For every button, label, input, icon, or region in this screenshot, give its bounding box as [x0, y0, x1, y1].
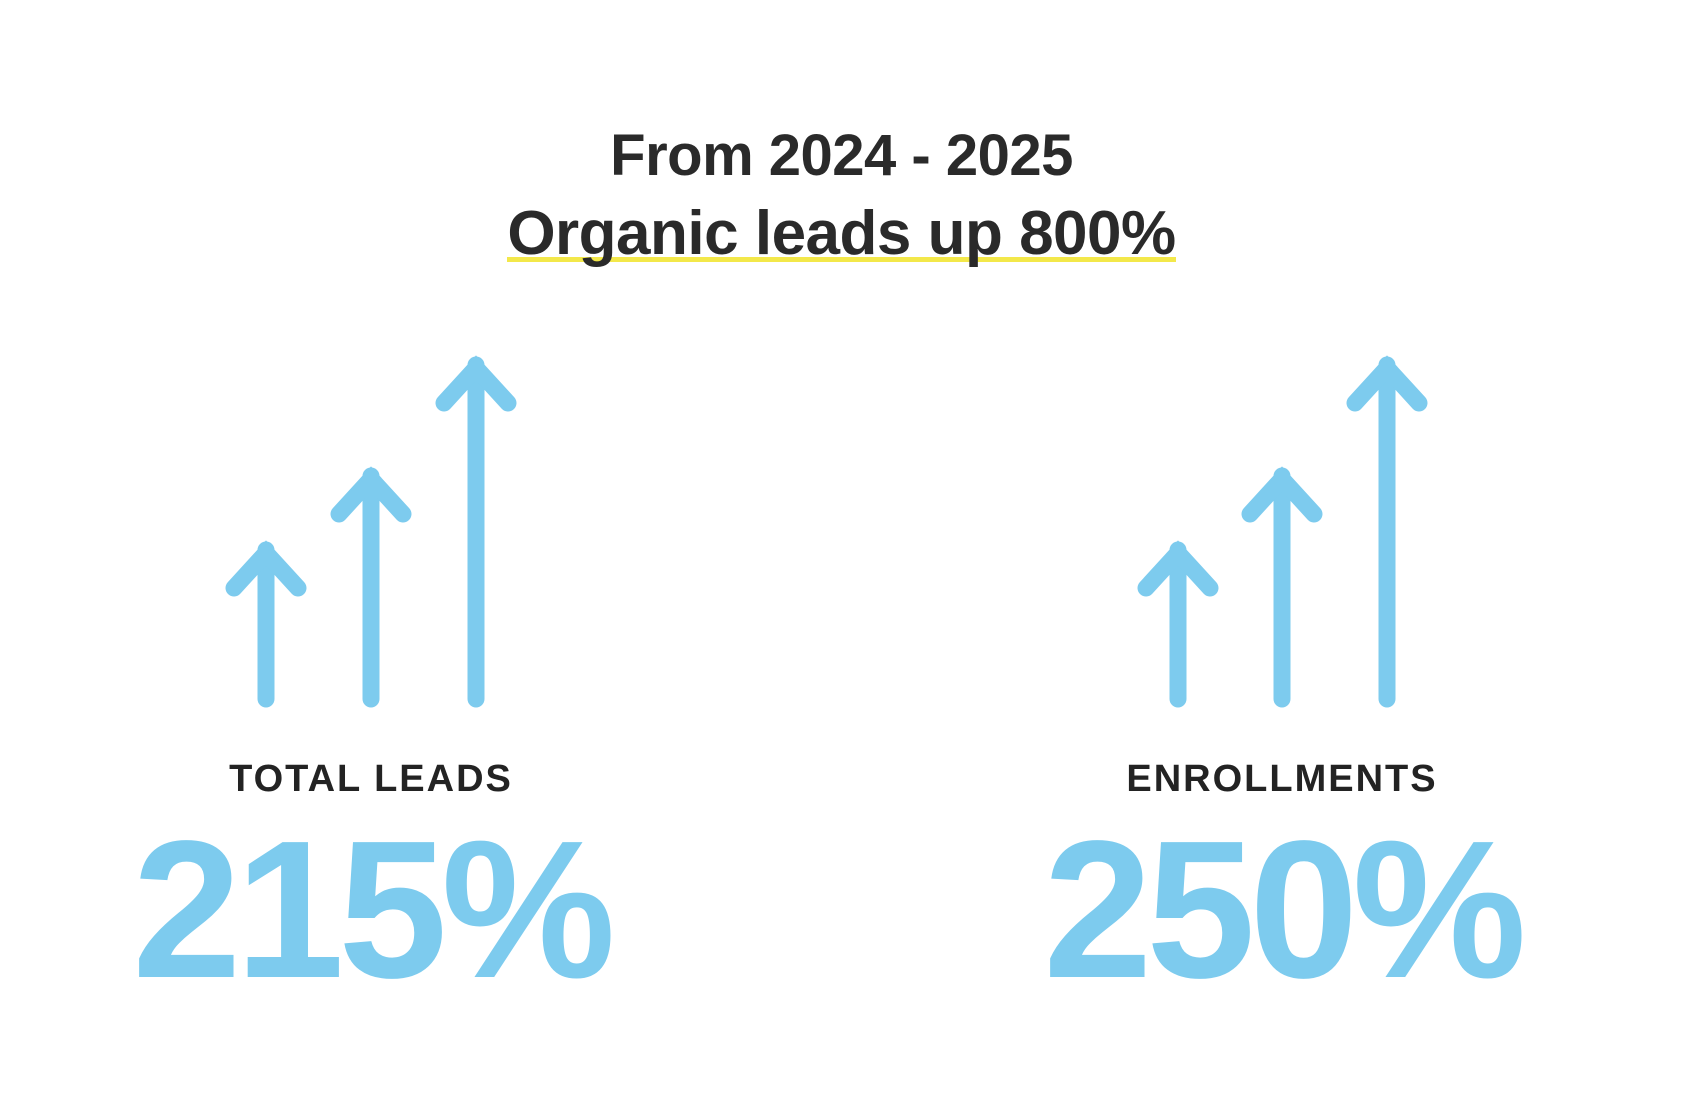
arrow-up-icon [225, 540, 307, 708]
stat-label-enrollments: ENROLLMENTS [1126, 758, 1438, 800]
stat-value-enrollments: 250% [1043, 800, 1526, 1019]
headline-text: Organic leads up 800% [507, 199, 1176, 274]
arrow-up-icon [435, 355, 517, 708]
title-period: From 2024 - 2025 [610, 123, 1073, 188]
arrow-up-icon [1346, 355, 1428, 708]
stat-value-total-leads: 215% [132, 800, 615, 1019]
stat-label-total-leads: TOTAL LEADS [229, 758, 513, 800]
arrow-up-icon [1241, 466, 1323, 708]
arrow-up-icon [1137, 540, 1219, 708]
arrow-up-icon [330, 466, 412, 708]
title-headline: Organic leads up 800% [0, 198, 1683, 274]
